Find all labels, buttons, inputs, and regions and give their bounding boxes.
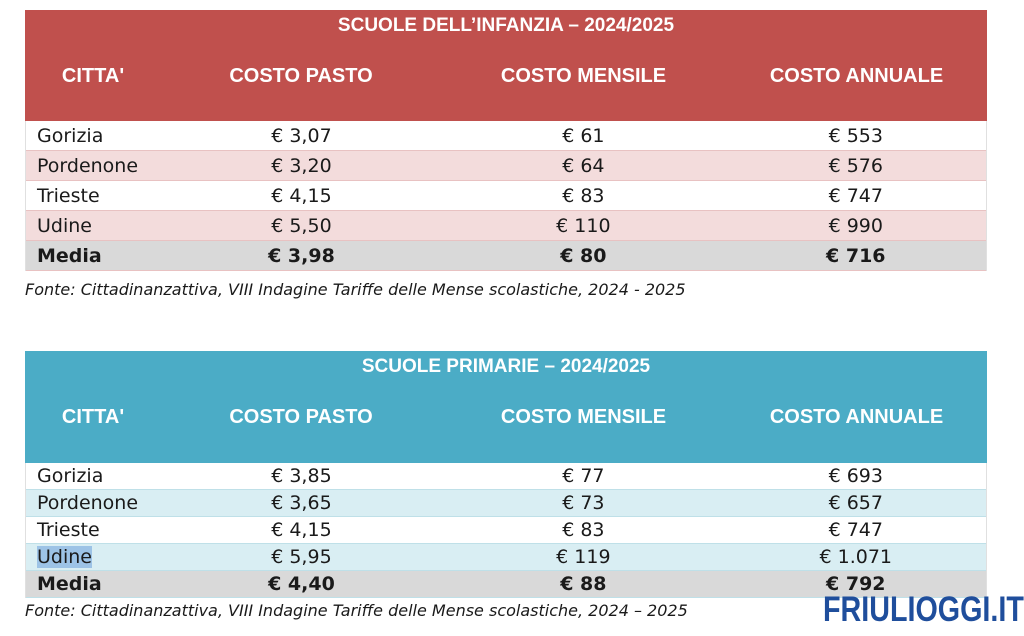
column-header-citta: CITTA' [61, 64, 125, 87]
column-headers: CITTA' COSTO PASTO COSTO MENSILE COSTO A… [25, 44, 987, 108]
table-row: Trieste € 4,15 € 83 € 747 [26, 181, 986, 211]
monthly-cost-cell: € 83 [562, 519, 605, 541]
table-body: Gorizia € 3,07 € 61 € 553 Pordenone € 3,… [25, 121, 987, 271]
city-cell: Gorizia [37, 125, 104, 147]
annual-cost-cell: € 657 [828, 492, 883, 514]
table-header: SCUOLE DELL’INFANZIA – 2024/2025 CITTA' … [25, 10, 987, 121]
annual-cost-cell: € 553 [828, 125, 883, 147]
meal-cost-cell: € 3,85 [271, 465, 332, 487]
average-annual-cost: € 792 [826, 573, 886, 595]
average-monthly-cost: € 80 [560, 245, 607, 267]
table-row: Pordenone € 3,65 € 73 € 657 [26, 490, 986, 517]
source-note: Fonte: Cittadinanzattiva, VIII Indagine … [25, 280, 686, 299]
monthly-cost-cell: € 61 [562, 125, 605, 147]
annual-cost-cell: € 1.071 [819, 546, 893, 568]
table-body: Gorizia € 3,85 € 77 € 693 Pordenone € 3,… [25, 463, 987, 598]
average-row: Media € 4,40 € 88 € 792 [26, 571, 986, 598]
annual-cost-cell: € 747 [828, 185, 883, 207]
table-row: Pordenone € 3,20 € 64 € 576 [26, 151, 986, 181]
column-header-costo-pasto: COSTO PASTO [229, 405, 373, 428]
city-cell: Pordenone [37, 155, 139, 177]
meal-cost-cell: € 3,65 [271, 492, 332, 514]
table-row: Udine € 5,50 € 110 € 990 [26, 211, 986, 241]
city-cell: Udine [26, 544, 162, 570]
column-header-costo-annuale: COSTO ANNUALE [769, 405, 944, 428]
table-row: Gorizia € 3,85 € 77 € 693 [26, 463, 986, 490]
average-annual-cost: € 716 [826, 245, 886, 267]
table-title: SCUOLE PRIMARIE – 2024/2025 [361, 356, 651, 377]
city-cell: Gorizia [37, 465, 104, 487]
city-cell: Trieste [37, 519, 100, 541]
monthly-cost-cell: € 83 [562, 185, 605, 207]
average-label: Media [37, 245, 102, 267]
annual-cost-cell: € 990 [828, 215, 883, 237]
city-cell: Trieste [37, 185, 100, 207]
selected-text: Udine [37, 546, 92, 568]
monthly-cost-cell: € 73 [562, 492, 605, 514]
annual-cost-cell: € 693 [828, 465, 883, 487]
meal-cost-cell: € 3,20 [271, 155, 332, 177]
meal-cost-cell: € 3,07 [271, 125, 332, 147]
meal-cost-cell: € 4,15 [271, 185, 332, 207]
average-monthly-cost: € 88 [560, 573, 607, 595]
average-label: Media [37, 573, 102, 595]
source-note: Fonte: Cittadinanzattiva, VIII Indagine … [25, 601, 688, 620]
annual-cost-cell: € 576 [828, 155, 883, 177]
average-row: Media € 3,98 € 80 € 716 [26, 241, 986, 271]
column-header-costo-annuale: COSTO ANNUALE [769, 64, 944, 87]
table-title: SCUOLE DELL’INFANZIA – 2024/2025 [337, 15, 675, 36]
monthly-cost-cell: € 119 [556, 546, 611, 568]
average-meal-cost: € 3,98 [268, 245, 335, 267]
table-header: SCUOLE PRIMARIE – 2024/2025 CITTA' COSTO… [25, 351, 987, 463]
monthly-cost-cell: € 77 [562, 465, 605, 487]
column-header-costo-mensile: COSTO MENSILE [500, 405, 667, 428]
column-headers: CITTA' COSTO PASTO COSTO MENSILE COSTO A… [25, 385, 987, 449]
monthly-cost-cell: € 110 [556, 215, 611, 237]
city-cell: Pordenone [37, 492, 139, 514]
table-infanzia: SCUOLE DELL’INFANZIA – 2024/2025 CITTA' … [25, 10, 987, 271]
city-cell: Udine [37, 215, 92, 237]
meal-cost-cell: € 5,95 [271, 546, 332, 568]
friulioggi-logo: FRIULIOGGI.IT [823, 590, 1024, 629]
column-header-costo-mensile: COSTO MENSILE [500, 64, 667, 87]
monthly-cost-cell: € 64 [562, 155, 605, 177]
column-header-costo-pasto: COSTO PASTO [229, 64, 373, 87]
table-primarie: SCUOLE PRIMARIE – 2024/2025 CITTA' COSTO… [25, 351, 987, 598]
table-row: Gorizia € 3,07 € 61 € 553 [26, 121, 986, 151]
column-header-citta: CITTA' [61, 405, 125, 428]
annual-cost-cell: € 747 [828, 519, 883, 541]
meal-cost-cell: € 5,50 [271, 215, 332, 237]
table-row: Trieste € 4,15 € 83 € 747 [26, 517, 986, 544]
meal-cost-cell: € 4,15 [271, 519, 332, 541]
table-row: Udine € 5,95 € 119 € 1.071 [26, 544, 986, 571]
average-meal-cost: € 4,40 [268, 573, 335, 595]
